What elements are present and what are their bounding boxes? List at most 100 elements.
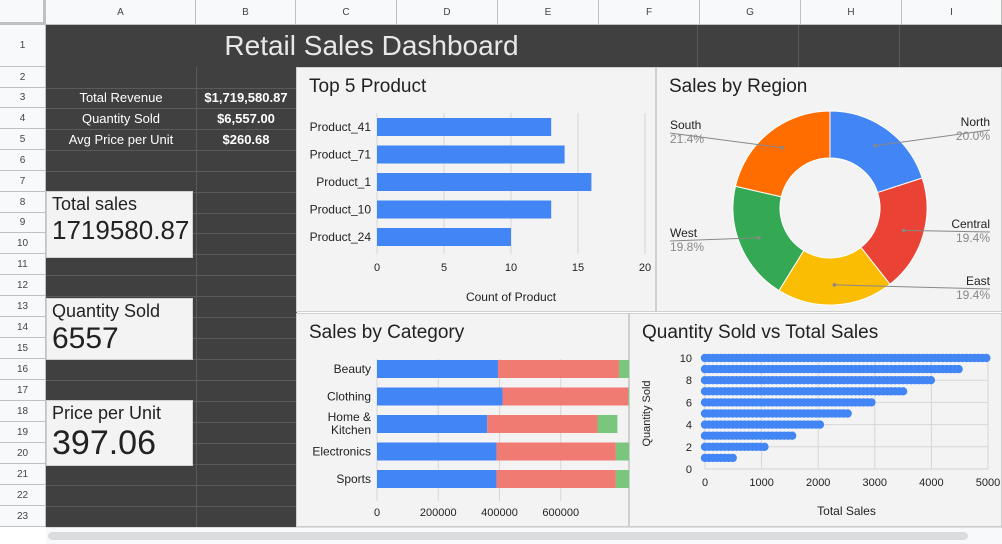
category-label: Home & <box>328 410 371 424</box>
category-label: Sports <box>336 472 371 486</box>
row-header-16[interactable]: 16 <box>0 359 46 380</box>
chart-title: Quantity Sold vs Total Sales <box>642 322 879 343</box>
x-tick-label: 5000 <box>976 477 1000 489</box>
horizontal-scrollbar[interactable] <box>46 527 1002 544</box>
cell-border <box>46 108 296 109</box>
card-label: Total sales <box>52 194 138 214</box>
select-all-corner[interactable] <box>0 0 46 25</box>
leader-line <box>669 132 783 149</box>
row-header-17[interactable]: 17 <box>0 380 46 401</box>
cell-border <box>46 485 296 486</box>
bar <box>377 145 565 164</box>
card-value: 397.06 <box>52 424 156 462</box>
y-axis-label: Quantity Sold <box>641 380 653 446</box>
leader-dot <box>873 143 878 148</box>
row-header-21[interactable]: 21 <box>0 464 46 485</box>
cell-border <box>46 150 296 151</box>
region-percent: 20.0% <box>956 129 990 143</box>
chart-title: Sales by Category <box>309 322 465 343</box>
column-header-g[interactable]: G <box>700 0 801 25</box>
cell-border <box>798 25 799 67</box>
leader-line <box>903 229 991 233</box>
column-header-b[interactable]: B <box>196 0 296 25</box>
row-header-15[interactable]: 15 <box>0 338 46 359</box>
x-axis-label: Total Sales <box>817 504 876 518</box>
price-per-unit-card[interactable]: Price per Unit 397.06 <box>46 400 193 466</box>
row-header-18[interactable]: 18 <box>0 401 46 422</box>
bar-segment <box>618 360 630 378</box>
bar-segment <box>377 470 497 488</box>
column-header-c[interactable]: C <box>296 0 397 25</box>
category-label: Kitchen <box>331 423 371 437</box>
pie-slice <box>829 110 923 194</box>
kpi-label-revenue: Total Revenue <box>79 90 163 105</box>
bar-segment <box>377 360 498 378</box>
bar <box>377 173 592 191</box>
quantity-vs-sales-chart[interactable]: Quantity Sold vs Total Sales 0 1000 2000 30… <box>629 313 1002 527</box>
x-tick-label: 600000 <box>542 507 579 519</box>
column-header-a[interactable]: A <box>46 0 196 25</box>
bar <box>377 200 552 219</box>
row-header-12[interactable]: 12 <box>0 275 46 296</box>
row-header-10[interactable]: 10 <box>0 233 46 254</box>
quantity-sold-card[interactable]: Quantity Sold 6557 <box>46 298 193 360</box>
category-label: Product_1 <box>316 175 371 189</box>
scatter-point <box>982 353 991 363</box>
row-header-19[interactable]: 19 <box>0 422 46 443</box>
y-tick-label: 0 <box>686 464 692 476</box>
category-label: Product_71 <box>310 148 372 162</box>
leader-line <box>834 284 991 290</box>
scatter-point <box>815 420 825 429</box>
row-header-14[interactable]: 14 <box>0 317 46 338</box>
row-header-22[interactable]: 22 <box>0 485 46 506</box>
row-header-5[interactable]: 5 <box>0 129 46 150</box>
cell-border <box>46 275 296 276</box>
x-tick-label: 200000 <box>420 507 457 519</box>
category-label: Product_10 <box>310 203 372 217</box>
y-tick-label: 10 <box>680 353 692 365</box>
top-products-chart[interactable]: Top 5 Product 0 5 10 15 20 Product_41 Product_… <box>296 67 656 312</box>
sales-by-region-plot: North20.0%Central19.4%East19.4%West19.8%… <box>669 110 991 306</box>
cell-border <box>196 67 197 527</box>
column-header-f[interactable]: F <box>599 0 700 25</box>
cell-border <box>46 296 296 297</box>
kpi-value-quantity: $6,557.00 <box>217 111 275 126</box>
sales-by-region-chart[interactable]: Sales by Region North 20.0% Central 19.4% Ea… <box>656 67 1002 312</box>
column-header-i[interactable]: I <box>902 0 1002 25</box>
x-tick-label: 400000 <box>481 507 518 519</box>
column-header-e[interactable]: E <box>498 0 599 25</box>
bar-segment <box>502 387 629 406</box>
row-header-3[interactable]: 3 <box>0 88 46 108</box>
row-header-1[interactable]: 1 <box>0 25 46 67</box>
row-header-20[interactable]: 20 <box>0 443 46 464</box>
scatter-point <box>926 376 936 385</box>
row-header-9[interactable]: 9 <box>0 213 46 233</box>
x-tick-label: 2000 <box>806 477 830 489</box>
x-tick-label: 20 <box>639 262 651 274</box>
column-header-d[interactable]: D <box>397 0 498 25</box>
row-header-2[interactable]: 2 <box>0 67 46 88</box>
card-label: Price per Unit <box>52 403 162 423</box>
category-label: Product_41 <box>310 120 372 134</box>
region-percent: 19.4% <box>956 288 990 302</box>
x-tick-label: 3000 <box>863 477 887 489</box>
kpi-value-avg-price: $260.68 <box>222 132 270 147</box>
row-header-6[interactable]: 6 <box>0 150 46 171</box>
x-tick-label: 4000 <box>919 477 943 489</box>
top-products-plot: 0 5 10 15 20 Product_41 Product_71 Product_1 Pro… <box>310 113 651 304</box>
bar-segment <box>597 415 618 433</box>
row-header-8[interactable]: 8 <box>0 192 46 213</box>
row-header-7[interactable]: 7 <box>0 171 46 192</box>
bar-segment <box>496 470 616 488</box>
bar-segment <box>496 442 616 461</box>
column-header-h[interactable]: H <box>801 0 902 25</box>
scrollbar-thumb[interactable] <box>48 532 968 540</box>
sales-by-category-chart[interactable]: Sales by Category 0 200000 400000 600000 Bea… <box>296 313 630 527</box>
row-header-13[interactable]: 13 <box>0 296 46 317</box>
leader-dot <box>901 228 906 233</box>
row-header-4[interactable]: 4 <box>0 108 46 129</box>
kpi-label-avg-price: Avg Price per Unit <box>68 132 174 147</box>
row-header-11[interactable]: 11 <box>0 254 46 275</box>
total-sales-card[interactable]: Total sales 1719580.87 <box>46 191 193 258</box>
row-header-23[interactable]: 23 <box>0 506 46 527</box>
